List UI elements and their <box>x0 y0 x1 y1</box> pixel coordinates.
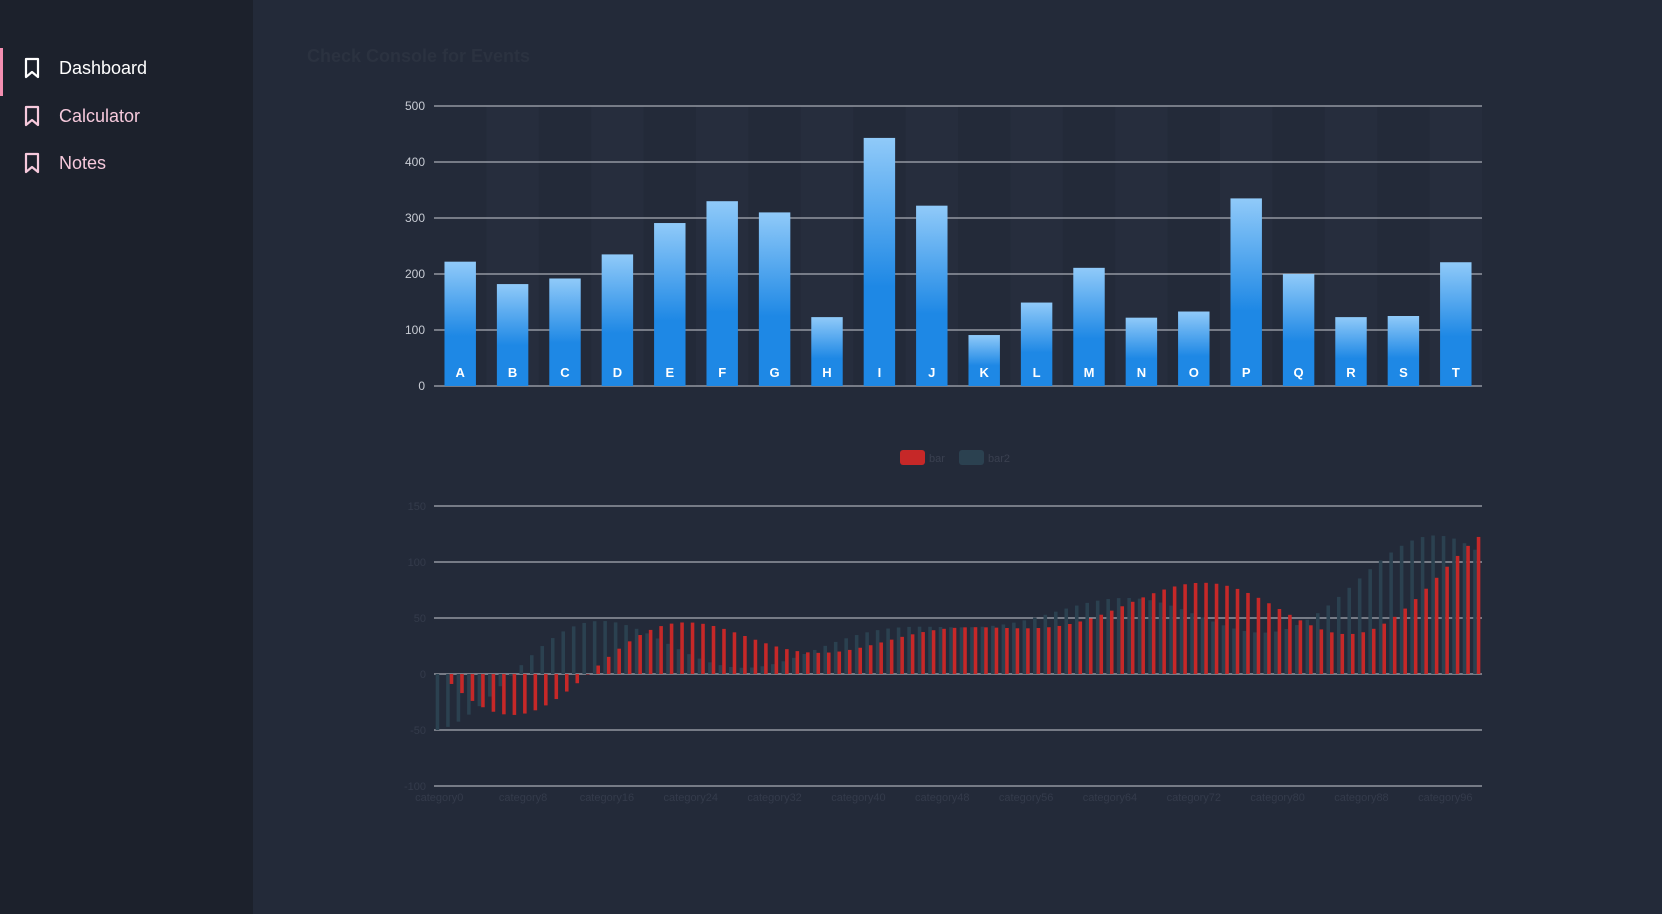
bar-label: C <box>560 365 570 380</box>
y-tick-label: 400 <box>405 155 425 169</box>
bar-label: E <box>665 365 674 380</box>
bar-label: M <box>1084 365 1095 380</box>
bar <box>864 138 895 386</box>
bar-label: O <box>1189 365 1199 380</box>
bar <box>759 212 790 386</box>
bar-label: A <box>456 365 466 380</box>
bar <box>1230 198 1261 386</box>
bar-label: L <box>1033 365 1041 380</box>
y-tick-label: 500 <box>405 99 425 113</box>
y-tick-label: 300 <box>405 211 425 225</box>
bar-label: K <box>980 365 990 380</box>
bar-label: H <box>822 365 831 380</box>
y-tick-label: 100 <box>405 323 425 337</box>
bar-label: Q <box>1294 365 1304 380</box>
bar-label: T <box>1452 365 1460 380</box>
bar-label: B <box>508 365 517 380</box>
bar-label: R <box>1346 365 1356 380</box>
bar-label: I <box>878 365 882 380</box>
bar <box>654 223 685 386</box>
bar <box>916 206 947 386</box>
bar-label: P <box>1242 365 1251 380</box>
y-tick-label: 0 <box>418 379 425 393</box>
bar <box>706 201 737 386</box>
bar-label: G <box>770 365 780 380</box>
bar-label: J <box>928 365 935 380</box>
y-tick-label: 200 <box>405 267 425 281</box>
bar-label: D <box>613 365 622 380</box>
bar-label: N <box>1137 365 1146 380</box>
bar-label: F <box>718 365 726 380</box>
bar-label: S <box>1399 365 1408 380</box>
